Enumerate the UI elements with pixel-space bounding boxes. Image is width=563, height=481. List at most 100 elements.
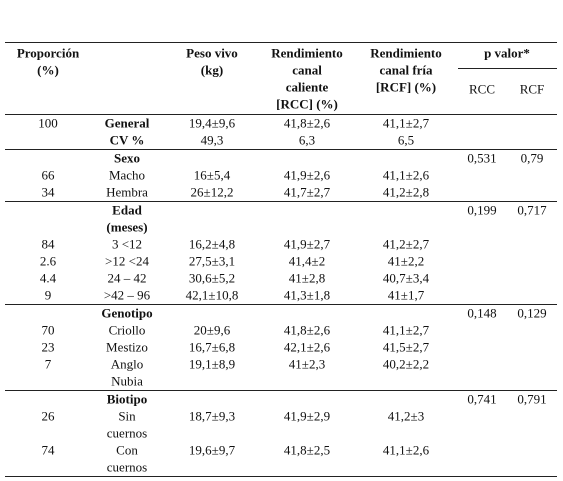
- p-value: 0,199: [467, 202, 497, 218]
- rule: [458, 68, 557, 69]
- table-cell: cuernos: [106, 459, 148, 475]
- p-value: 0,717: [517, 202, 547, 218]
- table-cell: Macho: [108, 167, 146, 183]
- table-cell: 34: [41, 184, 55, 200]
- table-cell: 74: [41, 442, 55, 458]
- table-cell: 41,9±2,9: [283, 408, 331, 424]
- table-cell: 41,9±2,6: [283, 167, 331, 183]
- header-cell: Rendimiento: [271, 45, 343, 61]
- table-cell: 27,5±3,1: [188, 253, 236, 269]
- table-cell: 41,8±2,5: [283, 442, 331, 458]
- table-cell: >12 <24: [105, 253, 149, 269]
- section-title: Edad: [112, 202, 142, 218]
- header-cell: canal fría: [379, 62, 433, 78]
- table-cell: cuernos: [106, 425, 148, 441]
- table-cell: 4.4: [39, 270, 57, 286]
- table-cell: 41,9±2,7: [283, 236, 331, 252]
- table-cell: 49,3: [200, 132, 224, 148]
- header-cell: p valor*: [484, 45, 530, 61]
- table-cell: 19,4±9,6: [188, 115, 236, 131]
- table-cell: 84: [41, 236, 55, 252]
- table-cell: 3 <12: [111, 236, 143, 252]
- table-cell: 66: [41, 167, 55, 183]
- rule: [5, 149, 557, 150]
- table-cell: 30,6±5,2: [188, 270, 236, 286]
- header-cell: Peso vivo: [186, 45, 238, 61]
- table-cell: Hembra: [106, 184, 148, 200]
- p-value: 0,531: [467, 150, 497, 166]
- table-cell: 16,7±6,8: [188, 339, 236, 355]
- section-title: (meses): [106, 219, 148, 235]
- header-cell: RCF: [519, 81, 545, 97]
- table-cell: 70: [41, 322, 55, 338]
- table-cell: 41,8±2,6: [283, 322, 331, 338]
- table-cell: 41,2±2,8: [382, 184, 430, 200]
- table-cell: 41,2±2,7: [382, 236, 430, 252]
- table-cell: 19,6±9,7: [188, 442, 236, 458]
- table-cell: >42 – 96: [103, 287, 151, 303]
- rule: [5, 390, 557, 391]
- table-cell: 100: [38, 115, 58, 131]
- header-cell: [RCF] (%): [375, 79, 437, 95]
- rule: [5, 42, 557, 43]
- p-value: 0,129: [517, 305, 547, 321]
- table-cell: 16,2±4,8: [188, 236, 236, 252]
- header-cell: RCC: [468, 81, 496, 97]
- header-cell: caliente: [285, 79, 329, 95]
- table-cell: 16±5,4: [193, 167, 231, 183]
- section-title: Biotipo: [106, 391, 148, 407]
- table-cell: 42,1±2,6: [283, 339, 331, 355]
- table-cell: 6,3: [298, 132, 316, 148]
- table-cell: 6,5: [397, 132, 415, 148]
- section-title: Genotipo: [101, 305, 153, 321]
- p-value: 0,791: [517, 391, 547, 407]
- p-value: 0,148: [467, 305, 497, 321]
- table-cell: Nubia: [111, 373, 143, 389]
- table-cell: 2.6: [39, 253, 57, 269]
- table-cell: Criollo: [108, 322, 146, 338]
- table-cell: 41,4±2: [288, 253, 326, 269]
- table-cell: 26±12,2: [190, 184, 234, 200]
- table-cell: Anglo: [110, 356, 144, 372]
- rule: [5, 114, 557, 115]
- table-cell: 23: [41, 339, 55, 355]
- table-cell: 41,2±3: [387, 408, 425, 424]
- header-cell: Proporción: [16, 45, 80, 61]
- header-cell: (%): [37, 62, 59, 78]
- table-cell: CV %: [109, 132, 145, 148]
- table-cell: 18,7±9,3: [188, 408, 236, 424]
- table-cell: 41±2,3: [288, 356, 326, 372]
- table-cell: General: [104, 115, 150, 131]
- header-cell: [RCC] (%): [276, 96, 338, 112]
- table-cell: 9: [44, 287, 52, 303]
- rule: [5, 476, 557, 477]
- table-cell: 24 – 42: [107, 270, 147, 286]
- table-cell: 41,1±2,6: [382, 167, 430, 183]
- header-cell: (kg): [200, 62, 224, 78]
- section-title: Sexo: [114, 150, 140, 166]
- rule: [5, 201, 557, 202]
- table-cell: 41±2,2: [387, 253, 425, 269]
- table-cell: 41,1±2,7: [382, 322, 430, 338]
- header-cell: canal: [292, 62, 322, 78]
- table-cell: 26: [41, 408, 55, 424]
- table-cell: 19,1±8,9: [188, 356, 236, 372]
- table-cell: 41±1,7: [387, 287, 425, 303]
- table-cell: Mestizo: [106, 339, 148, 355]
- table-cell: 42,1±10,8: [185, 287, 239, 303]
- header-cell: Rendimiento: [370, 45, 442, 61]
- table-cell: 20±9,6: [193, 322, 231, 338]
- table-cell: Sin: [118, 408, 136, 424]
- table-cell: 40,7±3,4: [382, 270, 430, 286]
- table-cell: 41,3±1,8: [283, 287, 331, 303]
- rule: [5, 304, 557, 305]
- p-value: 0,79: [520, 150, 544, 166]
- p-value: 0,741: [467, 391, 497, 407]
- table-cell: Con: [116, 442, 138, 458]
- table-cell: 7: [44, 356, 52, 372]
- table-cell: 41,8±2,6: [283, 115, 331, 131]
- table-cell: 41,1±2,6: [382, 442, 430, 458]
- table-cell: 41±2,8: [288, 270, 326, 286]
- table-cell: 40,2±2,2: [382, 356, 430, 372]
